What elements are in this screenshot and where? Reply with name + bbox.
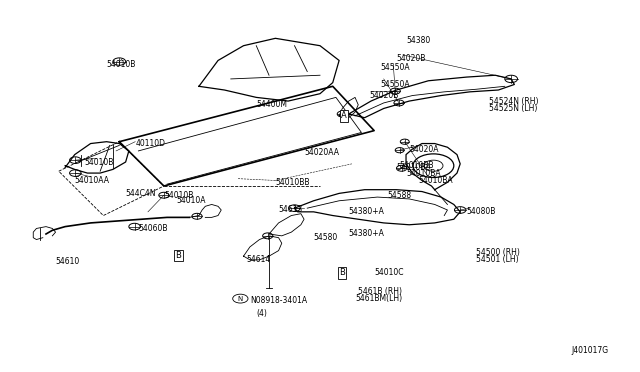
Text: N08918-3401A: N08918-3401A — [250, 296, 307, 305]
Text: 54524N (RH): 54524N (RH) — [489, 97, 538, 106]
Text: 544C4N: 544C4N — [125, 189, 156, 198]
Text: 54020AA: 54020AA — [304, 148, 339, 157]
Text: 54010B: 54010B — [84, 157, 114, 167]
Text: 54010A: 54010A — [177, 196, 206, 205]
Text: 54588: 54588 — [387, 191, 411, 200]
Text: 54380+A: 54380+A — [349, 207, 385, 217]
Text: 54010B: 54010B — [164, 191, 193, 200]
Text: 54550A: 54550A — [381, 80, 410, 89]
Text: 54010B: 54010B — [106, 60, 136, 69]
Text: 54613: 54613 — [278, 205, 303, 215]
Text: 54580: 54580 — [314, 233, 338, 242]
Text: 54400M: 54400M — [256, 100, 287, 109]
Text: 54060B: 54060B — [138, 224, 168, 233]
Text: B: B — [339, 268, 345, 277]
Text: 5461B (RH): 5461B (RH) — [358, 287, 402, 296]
Text: 54610: 54610 — [56, 257, 80, 266]
Text: J401017G: J401017G — [572, 346, 609, 355]
Text: 54010BB: 54010BB — [399, 161, 434, 170]
Text: 54010BA: 54010BA — [406, 169, 441, 177]
Text: 40110D: 40110D — [135, 139, 165, 148]
Text: 54525N (LH): 54525N (LH) — [489, 104, 537, 113]
Text: 54020A: 54020A — [409, 145, 438, 154]
Text: 54010AA: 54010AA — [75, 176, 109, 185]
Text: B: B — [175, 251, 182, 260]
Text: 54020B: 54020B — [370, 91, 399, 100]
Text: N: N — [237, 296, 243, 302]
Text: 54080B: 54080B — [467, 207, 496, 217]
Text: 54550A: 54550A — [381, 63, 410, 72]
Text: A: A — [341, 111, 347, 121]
Text: 54010BA: 54010BA — [396, 163, 431, 172]
Text: 54020B: 54020B — [396, 54, 426, 63]
Text: 54614: 54614 — [246, 255, 271, 264]
Text: 54010BB: 54010BB — [275, 178, 310, 187]
Text: 54380+A: 54380+A — [349, 230, 385, 238]
Text: 54010BA: 54010BA — [419, 176, 453, 185]
Text: (4): (4) — [256, 309, 267, 318]
Text: 54380: 54380 — [406, 36, 430, 45]
Text: 54010C: 54010C — [374, 268, 404, 277]
Text: 54500 (RH): 54500 (RH) — [476, 248, 520, 257]
Text: 5461BM(LH): 5461BM(LH) — [355, 294, 402, 303]
Text: 54501 (LH): 54501 (LH) — [476, 255, 519, 264]
